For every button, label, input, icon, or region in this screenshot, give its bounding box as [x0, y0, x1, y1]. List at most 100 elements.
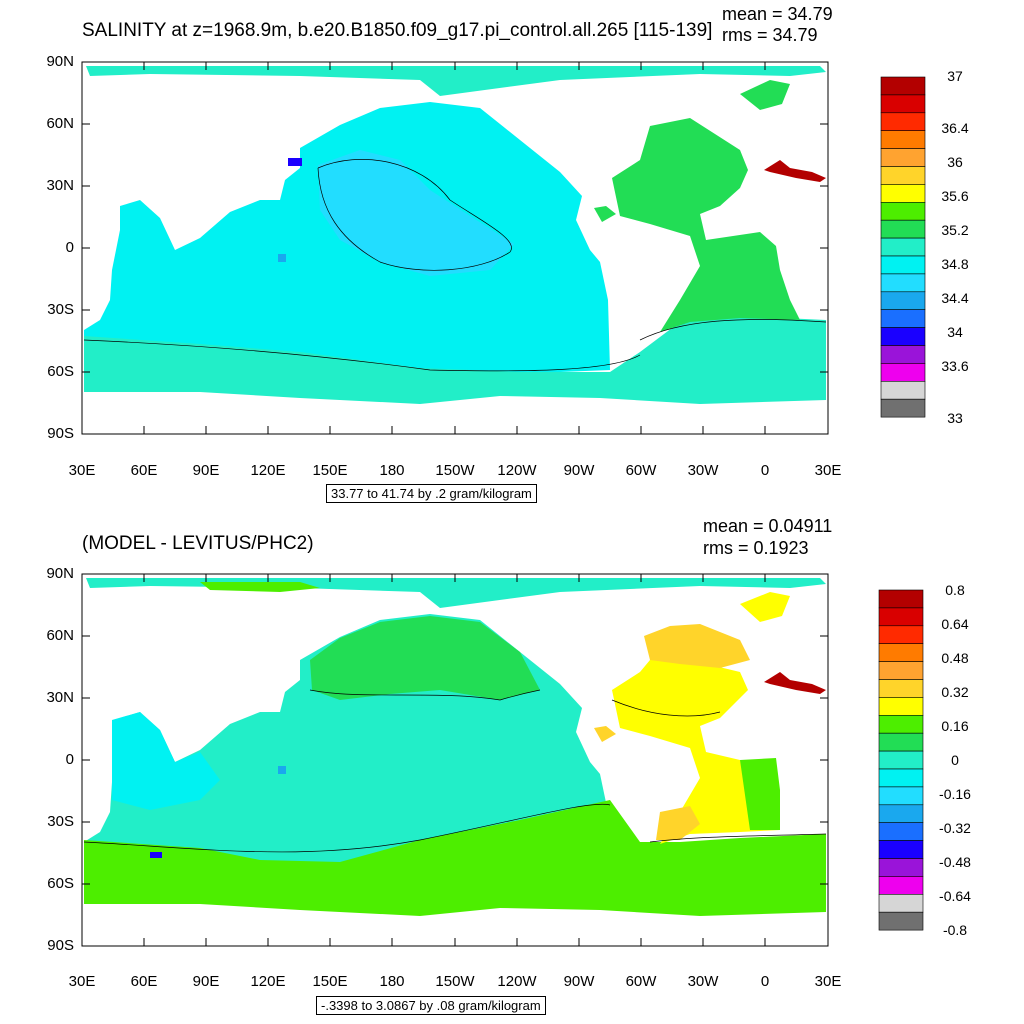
panel1-rms: rms = 34.79 [722, 25, 818, 45]
panel1-colorbar-label: 36 [947, 154, 963, 170]
panel1-lon-label: 30E [814, 462, 842, 479]
panel2-colorbar-label: -0.8 [942, 922, 968, 938]
panel2-ticks [82, 574, 828, 946]
colorbar-swatch [878, 732, 924, 752]
panel2-contour-line [83, 803, 611, 853]
panel1-lat-label: 90S [47, 425, 74, 442]
panel2-colorbar-label: 0.8 [945, 582, 965, 598]
panel2-lon-label: 0 [760, 973, 770, 990]
panel2-lon-label: 60W [625, 973, 657, 990]
panel1-nordic-seas [740, 80, 790, 110]
panel2-atlantic-orange [644, 624, 750, 668]
panel1-contour-info: 33.77 to 41.74 by .2 gram/kilogram [326, 484, 537, 503]
panel2-indian-cyan [112, 712, 220, 810]
panel2-lon-label: 180 [379, 973, 405, 990]
panel1-contour-line [639, 319, 827, 341]
panel2-lon-label: 90E [192, 973, 220, 990]
panel2-colorbar-label: -0.16 [939, 786, 971, 802]
panel2-caribbean [594, 726, 616, 742]
panel1-title: SALINITY at z=1968.9m, b.e20.B1850.f09_g… [82, 20, 713, 41]
panel1-colorbar-label: 34.8 [941, 256, 969, 272]
panel2-colorbar-label: 0.64 [941, 616, 969, 632]
colorbar-swatch [880, 237, 926, 257]
panel1-lon-label: 60E [130, 462, 158, 479]
panel2-lon-label: 30E [68, 973, 96, 990]
colorbar-swatch [878, 876, 924, 895]
panel2-rms: rms = 0.1923 [703, 538, 809, 558]
panel1-mean: mean = 34.79 [722, 4, 833, 24]
panel1-colorbar-label: 33 [947, 410, 963, 426]
colorbar-swatch [880, 130, 926, 149]
colorbar-swatch [878, 679, 924, 698]
panel1-colorbar [880, 76, 926, 418]
panel2-lon-label: 60E [130, 973, 158, 990]
panel2-north-pacific-green [310, 616, 540, 700]
panel1-southern-ocean [84, 316, 826, 404]
panel2-nordic-yellow [740, 592, 790, 622]
colorbar-swatch [880, 398, 926, 418]
colorbar-swatch [878, 714, 924, 734]
colorbar-swatch [880, 184, 926, 203]
colorbar-swatch [878, 822, 924, 841]
panel1-mediterranean-high [764, 160, 826, 182]
colorbar-swatch [880, 219, 926, 239]
panel2-colorbar-label: 0.32 [941, 684, 969, 700]
colorbar-swatch [880, 94, 926, 114]
panel2-lat-label: 60N [46, 627, 74, 644]
panel2-colorbar-label: 0.16 [941, 718, 969, 734]
panel1-colorbar-label: 34 [947, 324, 963, 340]
panel2-southern-ocean [84, 800, 826, 916]
panel2-lon-label: 120W [497, 973, 537, 990]
colorbar-swatch [880, 76, 926, 96]
panel2-lat-label: 90S [47, 937, 74, 954]
colorbar-swatch [878, 750, 924, 770]
colorbar-swatch [880, 309, 926, 328]
panel2-lon-label: 150W [435, 973, 475, 990]
panel1-atlantic-ocean [612, 118, 800, 332]
panel1-colorbar-label: 37 [947, 68, 963, 84]
colorbar-swatch [880, 112, 926, 132]
panel1-lat-label: 90N [46, 53, 74, 70]
panel1-lon-label: 90E [192, 462, 220, 479]
panel2-arctic-green [200, 582, 320, 592]
panel2-lon-label: 30E [814, 973, 842, 990]
panel1-colorbar-label: 34.4 [941, 290, 969, 306]
colorbar-swatch [880, 148, 926, 167]
panel1-lon-label: 120W [497, 462, 537, 479]
panel2-colorbar-label: -0.64 [939, 888, 971, 904]
panel1-lon-label: 120E [250, 462, 286, 479]
colorbar-swatch [878, 858, 924, 877]
colorbar-swatch [878, 804, 924, 823]
panel2-lat-label: 0 [65, 751, 74, 768]
panel2-mediterranean-high [764, 672, 826, 694]
panel2-lon-label: 120E [250, 973, 286, 990]
panel2-lat-label: 30N [46, 689, 74, 706]
panel1-caribbean [594, 206, 616, 222]
colorbar-swatch [878, 893, 924, 913]
panel2-lat-label: 90N [46, 565, 74, 582]
colorbar-swatch [880, 380, 926, 400]
panel1-arctic-strip [86, 66, 826, 96]
colorbar-swatch [880, 345, 926, 364]
panel2-lon-label: 90W [563, 973, 595, 990]
panel1-lon-label: 150E [312, 462, 348, 479]
colorbar-swatch [878, 911, 924, 931]
colorbar-swatch [878, 840, 924, 859]
colorbar-swatch [878, 661, 924, 680]
panel1-colorbar-label: 36.4 [941, 120, 969, 136]
panel1-ticks [81, 61, 829, 435]
colorbar-swatch [878, 643, 924, 662]
colorbar-swatch [878, 697, 924, 716]
colorbar-swatch [880, 363, 926, 382]
panel1-lon-label: 150W [435, 462, 475, 479]
colorbar-swatch [880, 202, 926, 221]
panel1-colorbar-label: 35.2 [941, 222, 969, 238]
panel1-lat-label: 60N [46, 115, 74, 132]
panel2-lat-label: 30S [47, 813, 74, 830]
panel2-colorbar-label: 0 [951, 752, 959, 768]
panel1-lon-label: 90W [563, 462, 595, 479]
panel1-lon-label: 30E [68, 462, 96, 479]
panel2-lon-label: 30W [687, 973, 719, 990]
panel2-contour-line [649, 833, 827, 843]
